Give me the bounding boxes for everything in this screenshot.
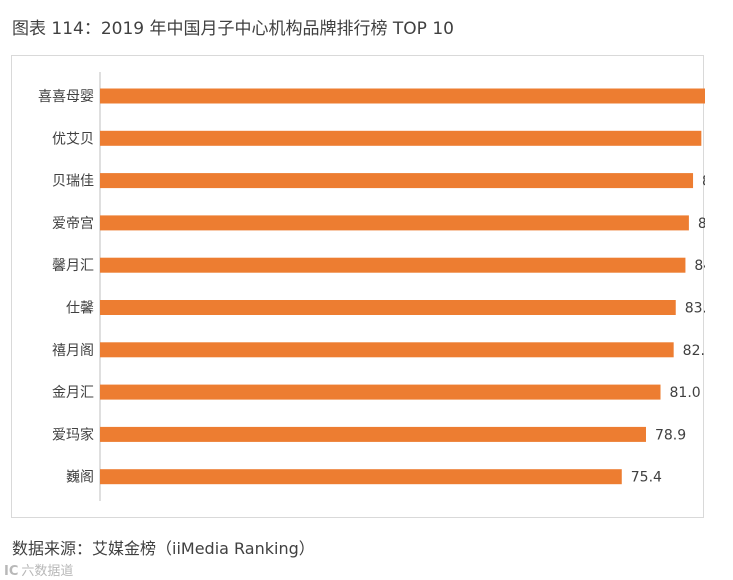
bar — [100, 342, 674, 358]
data-label: 78.9 — [655, 427, 686, 443]
category-label: 巍阁 — [66, 470, 94, 486]
category-label: 喜喜母婴 — [38, 89, 94, 105]
bar-chart: 喜喜母婴89.4优艾贝86.9贝瑞佳85.7爱帝宫85.1馨月汇84.6仕馨83… — [38, 72, 705, 501]
data-label: 81.0 — [670, 385, 701, 401]
bar — [100, 88, 705, 104]
category-label: 馨月汇 — [52, 258, 94, 274]
data-label: 84.6 — [694, 258, 705, 274]
data-label: 85.7 — [702, 174, 705, 190]
category-label: 仕馨 — [66, 301, 94, 317]
category-label: 禧月阁 — [52, 343, 94, 359]
bar — [100, 173, 694, 189]
category-label: 优艾贝 — [52, 131, 94, 147]
watermark-text: 六数据道 — [21, 564, 74, 579]
bar — [100, 257, 686, 273]
source-note: 数据来源：艾媒金榜（iiMedia Ranking） — [12, 539, 315, 558]
category-label: 爱帝宫 — [52, 216, 94, 232]
bar — [100, 300, 676, 315]
category-label: 贝瑞佳 — [52, 174, 94, 190]
data-label: 85.1 — [698, 216, 705, 232]
category-label: 金月汇 — [52, 385, 94, 401]
bar — [100, 384, 661, 400]
bar — [100, 426, 646, 442]
bar — [100, 215, 689, 231]
data-label: 82.9 — [683, 343, 705, 359]
data-label: 75.4 — [631, 470, 662, 486]
bar — [100, 469, 622, 485]
figure-title: 图表 114：2019 年中国月子中心机构品牌排行榜 TOP 10 — [12, 19, 454, 39]
watermark: IC 六数据道 — [4, 560, 73, 579]
chart-frame: 喜喜母婴89.4优艾贝86.9贝瑞佳85.7爱帝宫85.1馨月汇84.6仕馨83… — [11, 55, 705, 518]
category-label: 爱玛家 — [52, 426, 94, 443]
watermark-logo-icon: IC — [4, 564, 19, 579]
data-label: 83.2 — [685, 301, 705, 317]
bar — [100, 130, 702, 146]
